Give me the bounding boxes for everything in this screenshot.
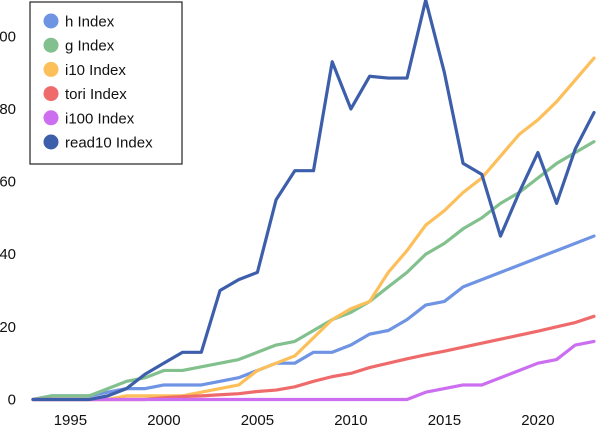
y-tick-label-5: 100 xyxy=(0,28,16,45)
y-tick-label-4: 80 xyxy=(0,101,16,118)
legend-label-2: i10 Index xyxy=(65,62,126,79)
x-tick-label-0: 1995 xyxy=(54,412,87,429)
legend-label-1: g Index xyxy=(65,38,115,55)
series-layer xyxy=(31,0,596,402)
y-tick-label-1: 20 xyxy=(0,319,16,336)
legend-marker-5 xyxy=(43,134,59,150)
x-tick-label-3: 2010 xyxy=(334,412,367,429)
legend-label-0: h Index xyxy=(65,14,115,31)
legend-label-5: read10 Index xyxy=(65,135,153,152)
legend-marker-0 xyxy=(43,13,59,29)
y-tick-label-3: 60 xyxy=(0,174,16,191)
x-tick-label-2: 2005 xyxy=(241,412,274,429)
legend-label-3: tori Index xyxy=(65,86,127,103)
legend-label-4: i100 Index xyxy=(65,110,135,127)
series-line-5 xyxy=(31,0,596,402)
y-tick-label-0: 0 xyxy=(8,392,16,409)
series-line-4 xyxy=(31,339,596,402)
legend-marker-2 xyxy=(43,61,59,77)
series-line-2 xyxy=(31,56,596,402)
series-line-1 xyxy=(31,140,596,402)
legend: h Index g Index i10 Index tori Index i100 In… xyxy=(29,1,183,165)
axis-layer: 1995 2000 2005 2010 2015 2020 0 20 40 60 80 100 xyxy=(0,28,555,429)
x-tick-label-5: 2020 xyxy=(521,412,554,429)
x-tick-label-4: 2015 xyxy=(428,412,461,429)
legend-marker-3 xyxy=(43,86,59,102)
legend-marker-1 xyxy=(43,37,59,53)
legend-marker-4 xyxy=(43,110,59,126)
x-tick-label-1: 2000 xyxy=(147,412,180,429)
y-tick-label-2: 40 xyxy=(0,246,16,263)
